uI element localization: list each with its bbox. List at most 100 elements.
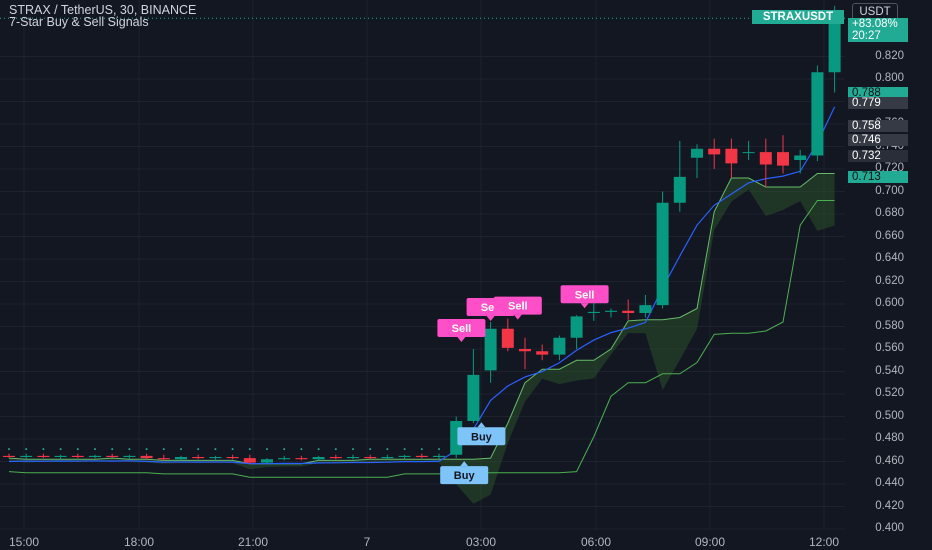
sell-signal-label: Sell	[452, 323, 472, 335]
candle-body	[553, 337, 566, 355]
buy-signal-label: Buy	[471, 431, 493, 443]
candle-body	[708, 148, 721, 155]
candle-body	[433, 455, 445, 457]
trend-dot	[197, 448, 200, 451]
price-tick: 0.520	[875, 387, 904, 399]
symbol-title: STRAX / TetherUS, 30, BINANCE	[9, 3, 197, 17]
candle-body	[312, 457, 325, 460]
bar-countdown: 20:27	[852, 30, 881, 42]
time-tick: 06:00	[580, 535, 612, 549]
buy-signal-pointer	[477, 422, 486, 428]
trend-dot	[420, 448, 423, 451]
price-badge: 0.758	[848, 120, 908, 133]
candle-body	[140, 455, 153, 459]
candle-body	[759, 152, 772, 165]
trend-dot	[162, 448, 165, 451]
time-tick: 15:00	[8, 535, 40, 549]
trend-dot	[403, 448, 406, 451]
price-tick: 0.620	[875, 274, 904, 287]
candle-body	[673, 176, 686, 203]
candle-body	[261, 459, 273, 463]
trend-dot	[214, 448, 217, 451]
candle-body	[209, 457, 222, 459]
trend-dot	[334, 448, 337, 451]
trend-dot	[180, 448, 182, 451]
candle-body	[484, 328, 497, 371]
trend-dot	[283, 448, 286, 451]
symbol-price-tag: STRAXUSDT	[752, 10, 844, 24]
candle-body	[157, 458, 170, 460]
time-tick: 03:00	[465, 535, 497, 549]
candle-body	[226, 457, 239, 459]
trend-dot	[94, 448, 96, 451]
price-tick: 0.480	[875, 432, 904, 444]
candle-body	[622, 310, 635, 313]
candle-body	[570, 316, 583, 338]
sell-signal-pointer	[580, 303, 589, 309]
trend-dot	[76, 448, 79, 451]
price-badge: 0.779	[848, 96, 908, 109]
candle-body	[691, 148, 703, 158]
price-badge: 0.788	[848, 86, 908, 99]
last-change-label: +83.08%	[852, 18, 898, 30]
buy-signal-box	[440, 466, 489, 485]
candle-body	[742, 152, 755, 154]
sell-signal-box	[437, 319, 486, 337]
buy-signal-pointer	[460, 461, 469, 467]
candle-body	[605, 310, 617, 312]
price-tick: 0.420	[875, 499, 904, 512]
support-band	[9, 173, 835, 504]
trend-dot	[438, 448, 440, 451]
candle-body	[347, 457, 359, 459]
sell-signal-pointer	[513, 314, 522, 320]
trend-dot	[59, 448, 62, 451]
candle-body	[794, 155, 807, 160]
indicator-name[interactable]: 7-Star Buy & Sell Signals	[9, 15, 149, 29]
price-tick: 0.580	[875, 319, 904, 332]
candle-body	[398, 455, 411, 457]
candle-body	[501, 328, 514, 348]
buy-signal-label: Buy	[454, 470, 476, 482]
trend-dot	[369, 448, 372, 451]
sell-signal-box	[560, 285, 609, 304]
candle-body	[467, 374, 480, 421]
candle-body	[3, 455, 15, 457]
price-tick: 0.820	[875, 49, 904, 62]
candle-body	[89, 455, 101, 457]
candle-body	[175, 457, 187, 460]
price-badge: 0.746	[848, 133, 908, 146]
trend-dot	[42, 448, 45, 451]
price-tick: 0.400	[875, 522, 904, 534]
candle-body	[415, 455, 428, 457]
sell-signal-label: Sell	[508, 301, 528, 313]
trend-dot	[111, 448, 114, 451]
moving-average-line	[8, 106, 836, 465]
price-tick: 0.640	[875, 252, 904, 264]
candle-body	[536, 351, 549, 355]
time-tick: 7	[363, 535, 371, 549]
candle-body	[243, 458, 256, 463]
sell-signal-box	[493, 296, 542, 315]
candle-body	[587, 311, 600, 313]
trend-dot	[300, 448, 303, 451]
sell-signal-pointer	[457, 337, 466, 342]
candle-body	[54, 455, 67, 457]
trend-dot	[352, 448, 354, 451]
time-tick: 09:00	[694, 535, 726, 549]
candle-body	[123, 455, 136, 457]
candle-body	[381, 457, 394, 459]
price-tick: 0.560	[875, 342, 904, 354]
buy-signal-box	[457, 427, 506, 446]
trail-line	[8, 200, 835, 478]
price-tick: 0.440	[875, 477, 904, 489]
price-badge: 0.713	[848, 170, 908, 183]
price-tick: 0.680	[875, 207, 904, 219]
price-tick: 0.500	[875, 409, 904, 422]
candle-body	[777, 152, 789, 166]
price-tick: 0.800	[875, 72, 904, 84]
candle-body	[656, 202, 669, 306]
candle-body	[37, 455, 50, 457]
trend-dot	[231, 448, 234, 451]
price-tick: 0.700	[875, 184, 904, 197]
